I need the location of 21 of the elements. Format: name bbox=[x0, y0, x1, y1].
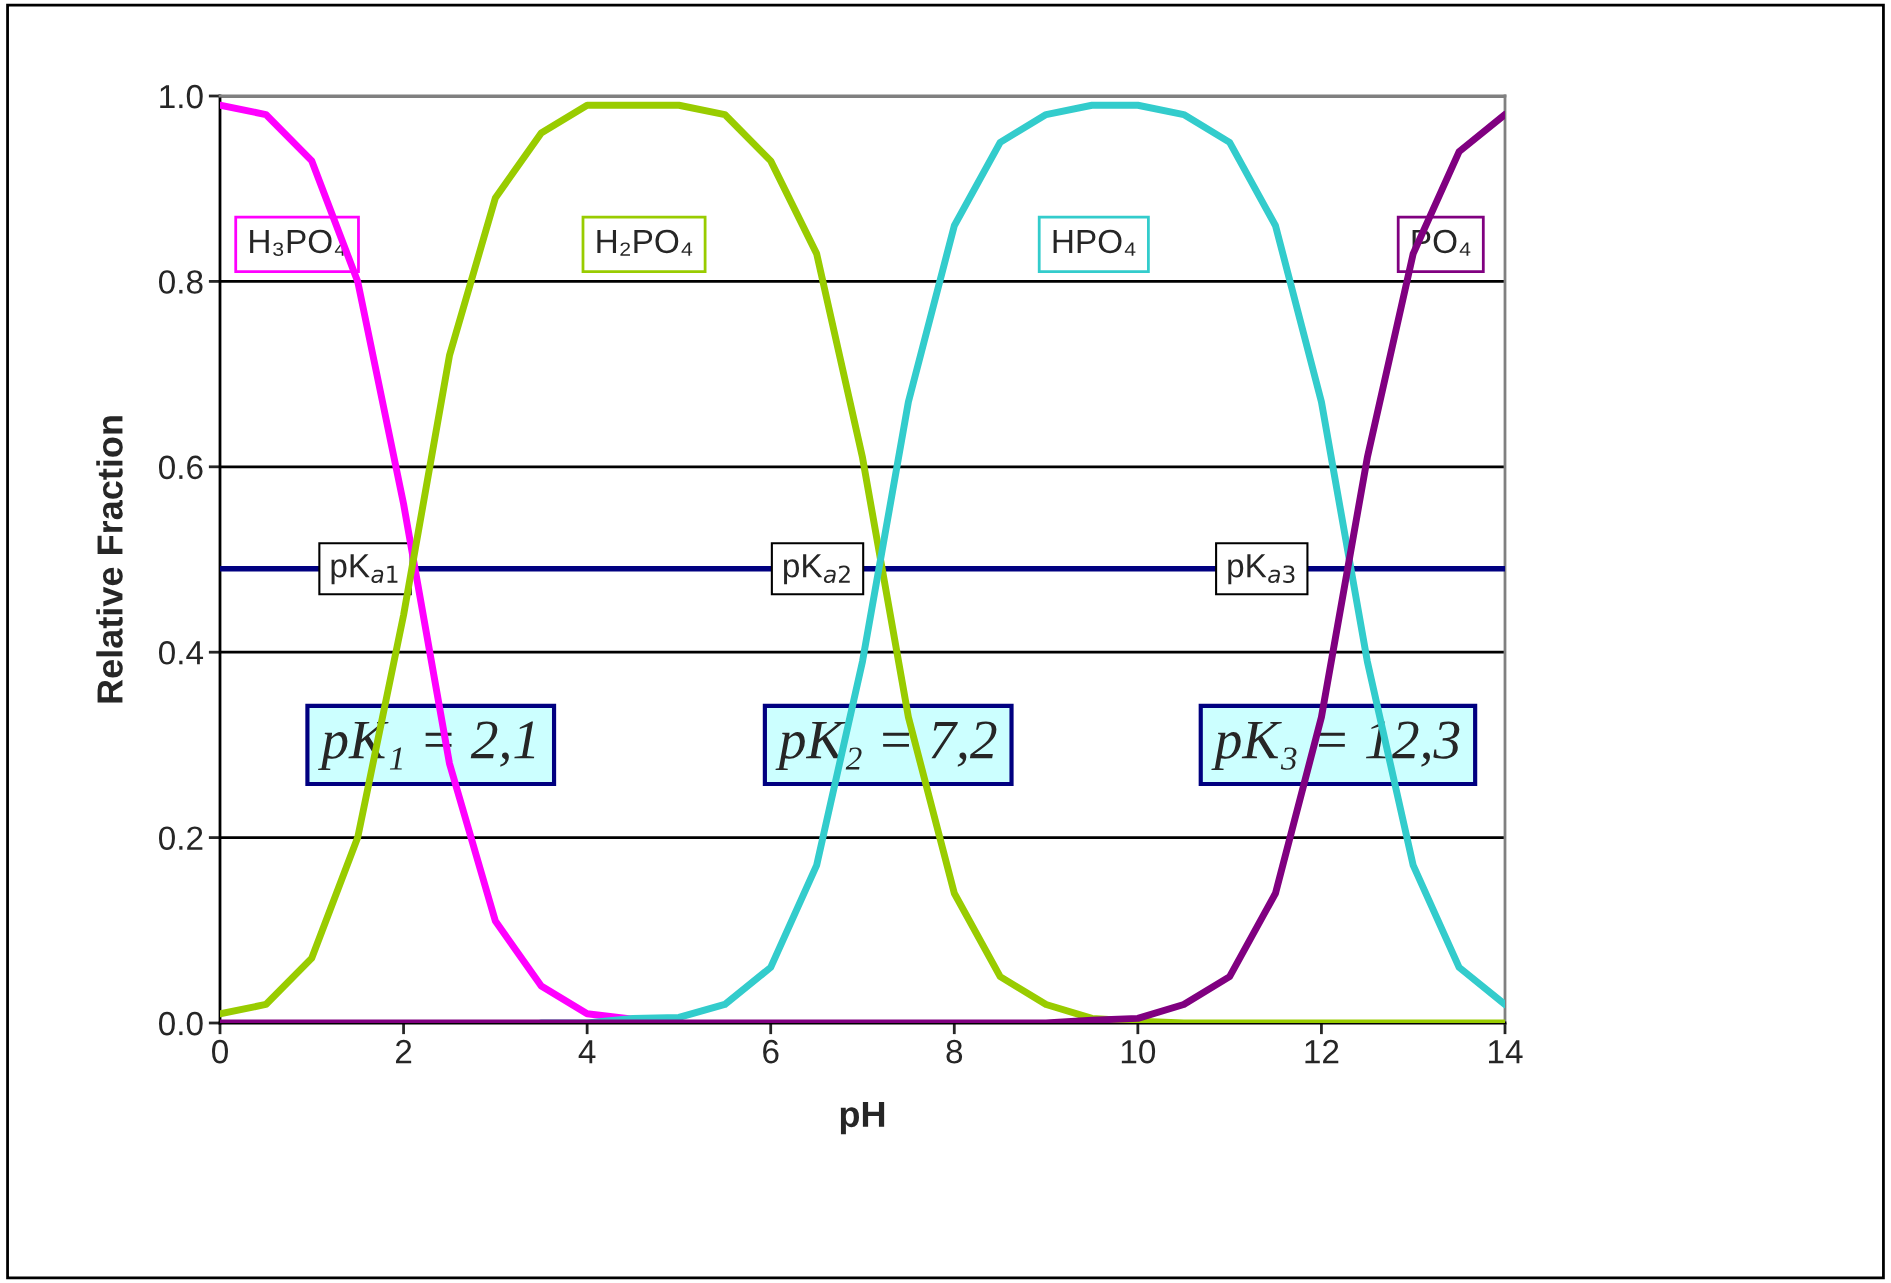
y-tick-label: 0.6 bbox=[159, 455, 203, 480]
x-tick-label: 4 bbox=[578, 1040, 596, 1064]
annotation: pK$_{a1}$ bbox=[331, 554, 398, 585]
text: H₂PO₄ bbox=[597, 229, 693, 256]
x-tick-label: 2 bbox=[395, 1039, 412, 1064]
x-tick-label: 6 bbox=[763, 1039, 779, 1064]
y-axis-title: Relative Fraction bbox=[96, 416, 123, 703]
x-axis-title: pH bbox=[840, 1101, 885, 1135]
y-tick-label: 0.2 bbox=[159, 826, 203, 851]
annotation: pK$_{a2}$ bbox=[784, 554, 850, 585]
x-tick-label: 14 bbox=[1489, 1040, 1523, 1064]
y-tick-label: 0.0 bbox=[159, 1011, 203, 1036]
y-tick-label: 0.4 bbox=[159, 641, 204, 665]
x-tick-label: 12 bbox=[1305, 1039, 1339, 1064]
text: HPO₄ bbox=[1053, 229, 1136, 256]
x-tick-label: 0 bbox=[212, 1039, 228, 1064]
y-tick-label: 1.0 bbox=[160, 84, 203, 109]
annotation: pK$_{a3}$ bbox=[1228, 554, 1295, 585]
x-tick-label: 8 bbox=[946, 1039, 963, 1064]
y-tick-label: 0.8 bbox=[159, 270, 203, 294]
x-tick-label: 10 bbox=[1121, 1039, 1156, 1064]
